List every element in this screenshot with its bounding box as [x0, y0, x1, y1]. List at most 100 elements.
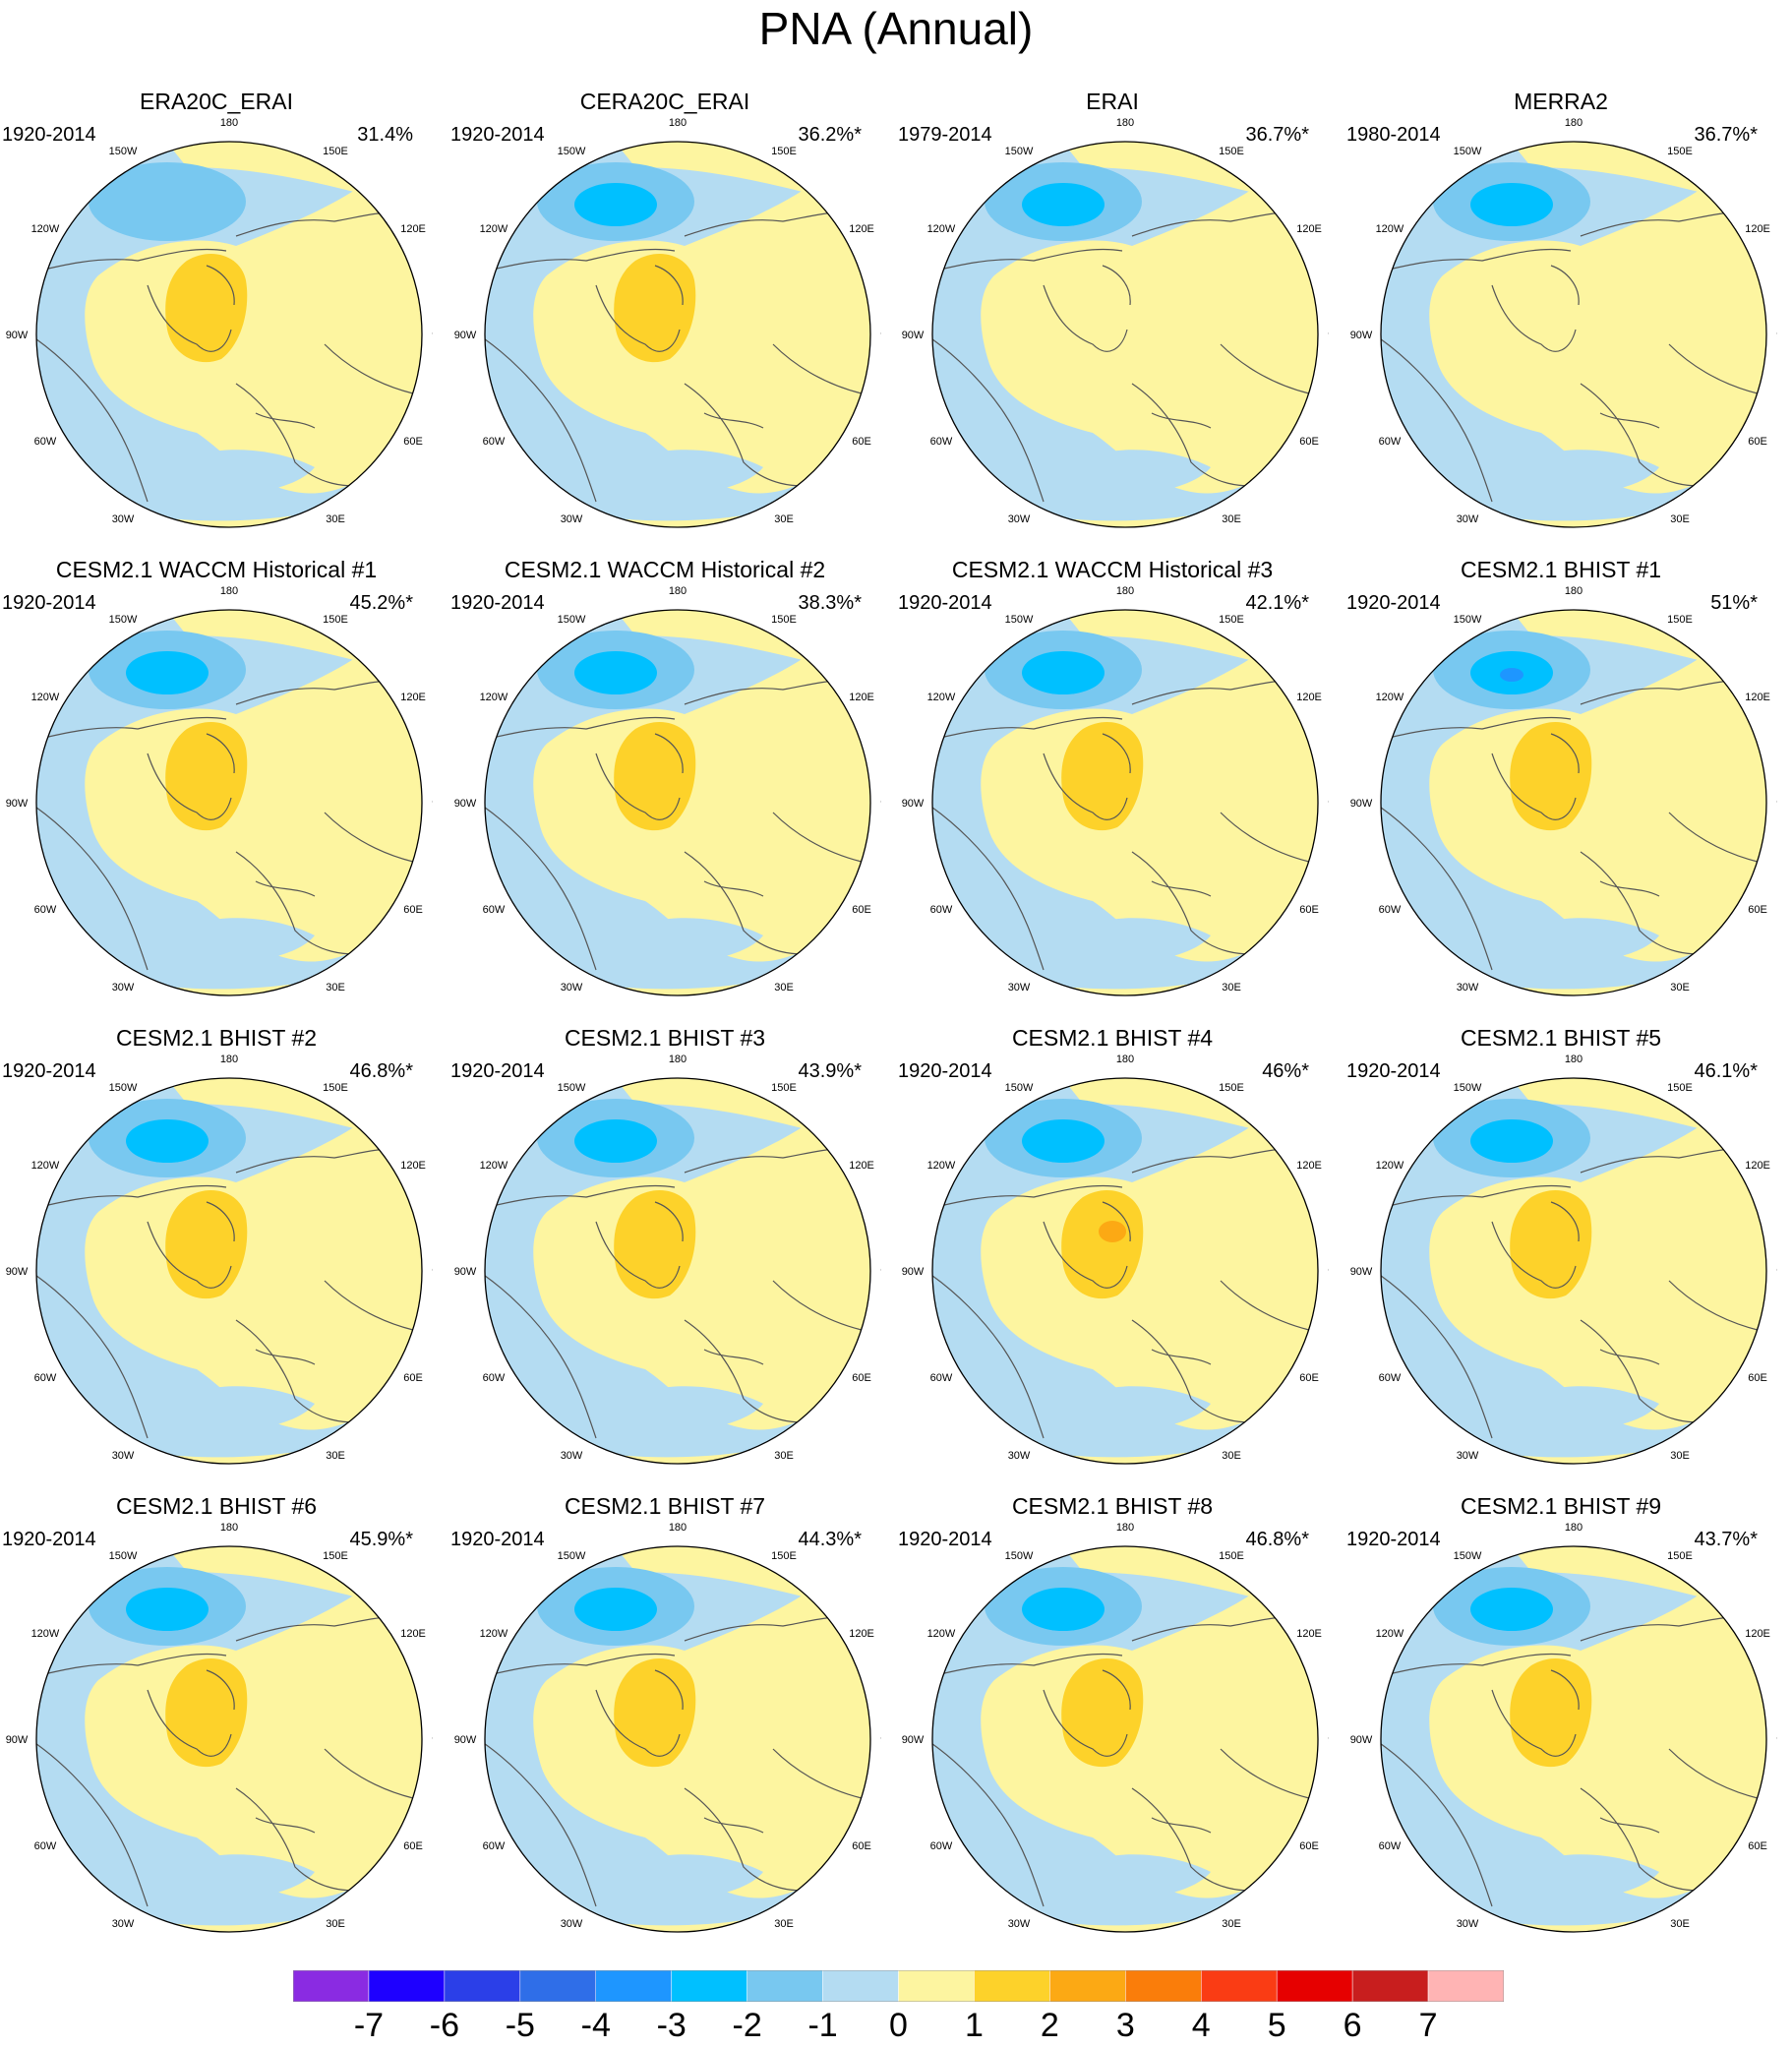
- field-positive-weak-north: [616, 1078, 822, 1133]
- colorbar-box: [595, 1970, 672, 2002]
- panel-title: CESM2.1 BHIST #2: [115, 1025, 318, 1051]
- coastline: [932, 1270, 1045, 1439]
- longitude-label: 150W: [1454, 1550, 1482, 1562]
- map-panel: 180150E120E90E60E30E030W60W90W120W150WCE…: [0, 1025, 433, 1477]
- longitude-label: 60W: [930, 436, 953, 448]
- coastline: [932, 248, 1123, 276]
- longitude-label: 90E: [880, 1734, 881, 1746]
- map-panel: 180150E120E90E60E30E030W60W90W120W150W CE…: [896, 1025, 1329, 1477]
- coastline: [485, 1184, 676, 1213]
- field-negative-strong: [1022, 1588, 1105, 1631]
- longitude-label: 150E: [323, 146, 348, 157]
- panel-variance: 36.2%*: [798, 124, 863, 146]
- longitude-label: 150W: [109, 614, 138, 626]
- field-negative-strong: [126, 1588, 209, 1631]
- longitude-label: 150W: [1454, 146, 1482, 157]
- map-panel: 180150E120E90E60E30E030W60W90W120W150WCE…: [896, 1493, 1329, 1946]
- longitude-label: 60W: [930, 1372, 953, 1384]
- field-negative-strong: [574, 183, 657, 226]
- coastline: [932, 716, 1123, 745]
- longitude-label: 150W: [1454, 1082, 1482, 1094]
- coastline: [485, 248, 676, 276]
- colorbar-tick-label: -6: [429, 2007, 459, 2044]
- colorbar-box: [368, 1970, 446, 2002]
- longitude-label: 30W: [561, 1918, 583, 1930]
- longitude-label: 120E: [1745, 1628, 1770, 1640]
- coastline: [324, 1280, 414, 1331]
- coastline: [1550, 1201, 1580, 1242]
- longitude-label: 30W: [112, 982, 135, 994]
- longitude-label: 60E: [1748, 436, 1767, 448]
- longitude-label: 150W: [558, 1082, 586, 1094]
- panel-period: 1920-2014: [2, 1529, 96, 1550]
- longitude-label: 60W: [930, 1840, 953, 1852]
- longitude-label: 180: [669, 1054, 687, 1065]
- polar-map: 180150E120E90E60E30E030W60W90W120W150W: [902, 1054, 1329, 1465]
- field-negative-atlantic: [1073, 918, 1211, 963]
- map-panel: 180150E120E90E60E30E030W60W90W120W150WME…: [1344, 89, 1777, 541]
- panel-variance: 31.4%: [357, 124, 413, 146]
- longitude-label: 90W: [902, 330, 925, 341]
- longitude-label: 150E: [771, 1082, 797, 1094]
- panel-title: CESM2.1 WACCM Historical #1: [55, 557, 378, 582]
- coastline: [1151, 412, 1212, 429]
- panel-period: 1920-2014: [898, 1060, 992, 1082]
- panel-period: 1920-2014: [450, 592, 545, 614]
- longitude-label: 30E: [326, 1450, 345, 1462]
- longitude-label: 120W: [31, 1160, 60, 1172]
- longitude-label: 30E: [774, 982, 794, 994]
- field-negative-atlantic: [1522, 1386, 1659, 1431]
- map-boundary: [1380, 1077, 1767, 1465]
- longitude-label: 150W: [109, 146, 138, 157]
- longitude-label: 60W: [483, 436, 506, 448]
- coastline: [1043, 753, 1128, 820]
- polar-map: 180150E120E90E60E30E030W60W90W120W150W: [902, 585, 1329, 996]
- colorbar-tick-label: 5: [1267, 2007, 1286, 2044]
- field-positive-weak-south: [955, 1428, 1309, 1464]
- field-negative-core: [1500, 668, 1523, 682]
- longitude-label: 120W: [927, 1160, 956, 1172]
- longitude-label: 60E: [403, 1372, 423, 1384]
- field-positive-weak: [981, 1582, 1318, 1898]
- coastline: [772, 1748, 863, 1799]
- longitude-label: 30E: [774, 1450, 794, 1462]
- coastline: [1599, 1349, 1660, 1365]
- map-panel: 180150E120E90E60E30E030W60W90W120W150WCE…: [448, 89, 881, 541]
- panel-period: 1980-2014: [1346, 124, 1441, 146]
- map-boundary: [1380, 609, 1767, 996]
- map-boundary: [35, 1545, 423, 1933]
- panel-period: 1920-2014: [1346, 1529, 1441, 1550]
- longitude-label: 150E: [771, 614, 797, 626]
- coastline: [1151, 1349, 1212, 1365]
- longitude-label: 30E: [1670, 1918, 1690, 1930]
- map-boundary: [931, 141, 1319, 528]
- field-negative-atlantic: [177, 1386, 315, 1431]
- longitude-label: 180: [1565, 585, 1583, 597]
- longitude-label: 90W: [454, 1266, 477, 1278]
- longitude-label: 30E: [326, 1918, 345, 1930]
- longitude-label: 60W: [34, 1372, 57, 1384]
- field-positive-weak-north: [1512, 610, 1718, 665]
- panel-title: CESM2.1 BHIST #4: [1011, 1025, 1214, 1051]
- panel-period: 1920-2014: [450, 1060, 545, 1082]
- panel-period: 1920-2014: [2, 592, 96, 614]
- field-negative-strong: [574, 1588, 657, 1631]
- longitude-label: 30E: [774, 513, 794, 525]
- panel-title: CESM2.1 BHIST #9: [1460, 1493, 1662, 1519]
- polar-map: 180150E120E90E60E30E030W60W90W120W150W: [1350, 1054, 1777, 1465]
- coastline: [36, 716, 227, 745]
- coastline: [36, 1270, 149, 1439]
- coastline: [1381, 1653, 1572, 1681]
- panel-variance: 36.7%*: [1694, 124, 1759, 146]
- coastline: [932, 1738, 1045, 1907]
- longitude-label: 30E: [1670, 1450, 1690, 1462]
- longitude-label: 30E: [774, 1918, 794, 1930]
- longitude-label: 90E: [1776, 798, 1777, 810]
- longitude-label: 120W: [480, 692, 508, 703]
- colorbar-tick-label: -3: [656, 2007, 687, 2044]
- coastline: [772, 1280, 863, 1331]
- coastline: [1599, 880, 1660, 897]
- field-negative-strong: [574, 1119, 657, 1163]
- longitude-label: 60W: [483, 1840, 506, 1852]
- map-boundary: [1380, 141, 1767, 528]
